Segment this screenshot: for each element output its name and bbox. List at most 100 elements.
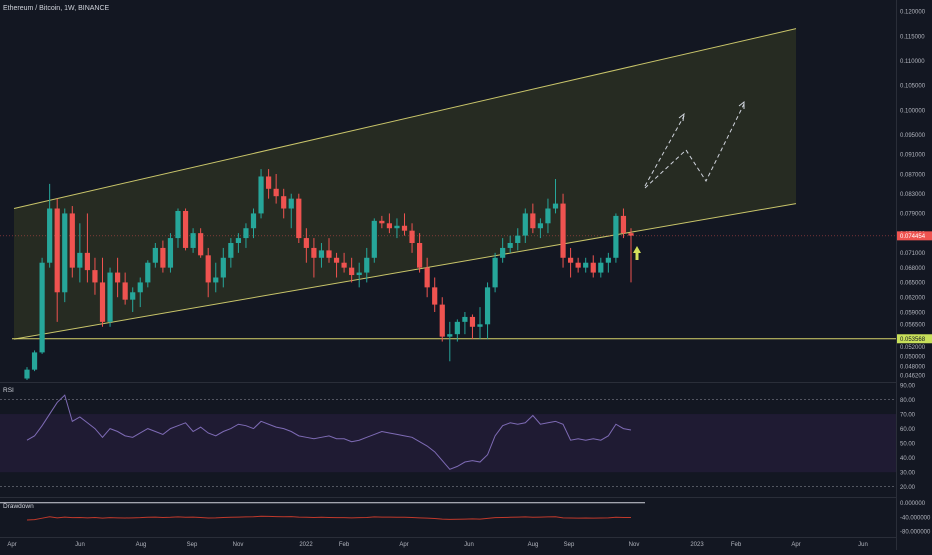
symbol-title: Ethereum / Bitcoin, 1W, BINANCE xyxy=(3,5,110,12)
candle-body xyxy=(258,176,264,214)
drawdown-title: Drawdown xyxy=(3,503,34,510)
candle-body xyxy=(281,196,287,209)
price-tick-label: 0.115000 xyxy=(900,34,925,40)
drawdown-tick-label: 0.000000 xyxy=(900,501,926,507)
candle-body xyxy=(386,223,392,229)
candle-body xyxy=(205,255,211,283)
rsi-title: RSI xyxy=(3,387,14,394)
price-axis[interactable]: 0.120000 0.115000 0.110000 0.105000 0.100000… xyxy=(897,10,932,380)
price-tick-label: 0.052000 xyxy=(900,345,926,351)
candle-body xyxy=(54,208,60,293)
candle-body xyxy=(250,213,257,229)
candle-body xyxy=(182,210,189,248)
candle-body xyxy=(167,238,174,268)
rsi-tick-label: 50.00 xyxy=(900,441,916,447)
time-tick-label: Apr xyxy=(791,542,800,548)
candle-body xyxy=(62,213,68,293)
candle-body xyxy=(130,292,136,300)
projection-arrowhead xyxy=(738,100,745,109)
drawdown-line xyxy=(26,515,631,521)
candle-body xyxy=(341,262,347,268)
support-label: 0.053568 xyxy=(900,337,926,343)
projection-arrows xyxy=(644,100,745,189)
candle-body xyxy=(77,252,83,268)
candle-body xyxy=(447,334,453,337)
time-tick-label: Jun xyxy=(75,542,85,548)
rsi-tick-label: 30.00 xyxy=(900,471,916,477)
candle-body xyxy=(152,247,158,263)
price-tick-label: 0.110000 xyxy=(900,59,925,65)
price-tick-label: 0.083000 xyxy=(900,192,926,198)
candle-body xyxy=(84,252,90,271)
drawdown-axis: 0.000000 -40.000000 -80.000000 xyxy=(900,501,931,536)
candle-body xyxy=(613,215,619,258)
channel-lower-line[interactable] xyxy=(13,203,797,340)
candle-body xyxy=(417,243,423,268)
price-tick-label: 0.048000 xyxy=(900,365,926,371)
candle-body xyxy=(115,272,121,283)
candle-body xyxy=(371,220,377,258)
candle-body xyxy=(296,198,302,239)
time-axis[interactable]: Apr Jun Aug Sep Nov 2022 Feb Apr Jun Aug Sep Nov 202… xyxy=(7,542,868,548)
candle-body xyxy=(356,272,362,276)
projection-path xyxy=(644,115,685,187)
rsi-tick-label: 90.00 xyxy=(900,383,916,389)
candle-body xyxy=(492,257,498,288)
candle-body xyxy=(484,287,491,325)
price-tick-label: 0.091000 xyxy=(900,153,926,159)
candle-body xyxy=(515,235,521,244)
price-tick-label: 0.062000 xyxy=(900,296,926,302)
candle-body xyxy=(469,316,476,327)
candle-body xyxy=(24,369,30,379)
price-tick-label: 0.087000 xyxy=(900,172,926,178)
price-tick-label: 0.065000 xyxy=(900,281,926,287)
price-tick-label: 0.056500 xyxy=(900,323,926,329)
candle-body xyxy=(220,257,226,278)
rsi-tick-label: 70.00 xyxy=(900,412,916,418)
time-tick-label: Aug xyxy=(136,542,147,548)
time-tick-label: Jun xyxy=(858,542,868,548)
time-tick-label: Nov xyxy=(629,542,640,548)
candle-body xyxy=(235,238,241,244)
time-tick-label: Nov xyxy=(233,542,244,548)
price-tick-label: 0.100000 xyxy=(900,108,926,114)
candle-body xyxy=(620,215,627,234)
candle-body xyxy=(31,352,38,370)
candle-body xyxy=(326,250,332,258)
time-tick-label: Apr xyxy=(399,542,408,548)
candle-body xyxy=(401,225,408,231)
candle-body xyxy=(266,176,272,189)
time-tick-label: 2023 xyxy=(690,542,704,548)
candle-body xyxy=(522,213,528,236)
candle-body xyxy=(394,225,400,229)
candle-body xyxy=(605,257,611,263)
projection-arrowhead xyxy=(678,112,685,122)
candle-body xyxy=(545,208,551,224)
channel-upper-line[interactable] xyxy=(13,28,797,209)
price-tick-label: 0.095000 xyxy=(900,133,926,139)
current-price-badge xyxy=(897,231,932,241)
candle-body xyxy=(39,262,45,353)
candle-body xyxy=(507,243,513,248)
candle-body xyxy=(47,208,53,263)
price-tick-label: 0.059000 xyxy=(900,310,926,316)
candle-body xyxy=(537,223,543,229)
candle-body xyxy=(439,304,445,337)
candle-body xyxy=(598,262,604,273)
candle-body xyxy=(303,238,309,248)
price-tick-label: 0.050000 xyxy=(900,355,926,361)
candle-body xyxy=(379,220,385,224)
candle-body xyxy=(273,188,279,197)
candle-body xyxy=(145,262,151,283)
candle-body xyxy=(122,282,128,300)
price-tick-label: 0.079000 xyxy=(900,212,926,218)
rsi-tick-label: 80.00 xyxy=(900,398,916,404)
candle-body xyxy=(333,257,340,263)
candle-body xyxy=(311,247,317,258)
candle-body xyxy=(583,262,589,268)
time-tick-label: Sep xyxy=(564,542,575,548)
candle-body xyxy=(477,324,483,327)
candle-body xyxy=(228,243,234,258)
